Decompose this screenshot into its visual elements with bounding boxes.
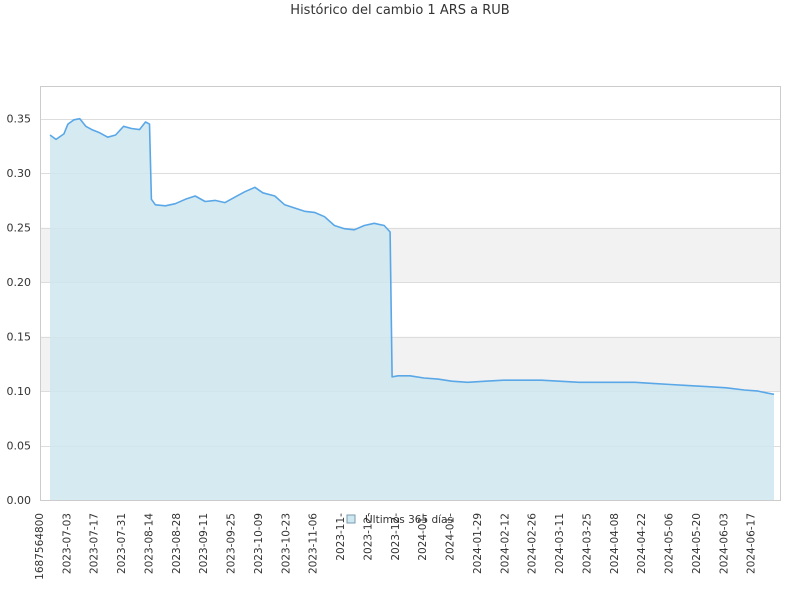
x-tick-label: 1687564800	[34, 513, 46, 580]
legend-label[interactable]: Últimos 365 días	[365, 513, 453, 526]
x-tick-label: 2024-02-26	[527, 513, 539, 574]
x-tick-label: 2024-05-20	[691, 513, 703, 574]
chart-title: Histórico del cambio 1 ARS a RUB	[290, 3, 510, 18]
y-tick-label: 0.15	[7, 331, 32, 344]
series-line	[49, 117, 775, 396]
x-tick-label: 2023-11-06	[308, 513, 320, 574]
x-tick-label: 2023-11-	[335, 513, 347, 561]
x-tick-label: 2024-03-25	[581, 513, 593, 574]
y-tick-label: 0.35	[7, 113, 32, 126]
x-tick-label: 2023-10-09	[253, 513, 265, 574]
y-tick-label: 0.05	[7, 440, 32, 453]
x-tick-label: 2024-02-12	[499, 513, 511, 574]
x-tick-label: 2023-12-	[362, 513, 374, 561]
y-tick-label: 0.10	[7, 385, 32, 398]
x-tick-label: 2024-06-03	[718, 513, 730, 574]
x-tick-label: 2023-07-31	[116, 513, 128, 574]
y-axis-ticks: 0.35 0.30 0.25 0.20 0.15 0.10 0.05 0.00	[7, 113, 32, 507]
x-tick-label: 2023-12-	[390, 513, 402, 561]
plot-frame	[40, 86, 781, 501]
x-tick-label: 2023-07-03	[61, 513, 73, 574]
x-tick-label: 2024-06-17	[746, 513, 758, 574]
x-tick-label: 2023-10-23	[280, 513, 292, 574]
x-tick-label: 2023-09-11	[198, 513, 210, 574]
legend-swatch[interactable]	[346, 514, 356, 524]
x-tick-label: 2024-05-06	[664, 513, 676, 574]
x-tick-label: 2024-01-	[445, 513, 457, 561]
x-tick-label: 2023-09-25	[226, 513, 238, 574]
series-area-fill	[50, 118, 774, 500]
x-axis-ticks: 1687564800 2023-07-03 2023-07-17 2023-07-31…	[34, 513, 758, 580]
x-tick-label: 2023-07-17	[89, 513, 101, 574]
x-tick-label: 2024-01-29	[472, 513, 484, 574]
x-tick-label: 2024-03-11	[554, 513, 566, 574]
x-tick-label: 2024-01-	[417, 513, 429, 561]
y-tick-label: 0.20	[7, 276, 32, 289]
y-tick-label: 0.25	[7, 222, 32, 235]
y-tick-label: 0.00	[7, 494, 32, 507]
x-tick-label: 2024-04-22	[636, 513, 648, 574]
y-tick-label: 0.30	[7, 167, 32, 180]
x-tick-label: 2023-08-14	[144, 513, 156, 574]
legend[interactable]: Últimos 365 días	[346, 513, 453, 526]
x-tick-label: 2024-04-08	[609, 513, 621, 574]
x-tick-label: 2023-08-28	[171, 513, 183, 574]
